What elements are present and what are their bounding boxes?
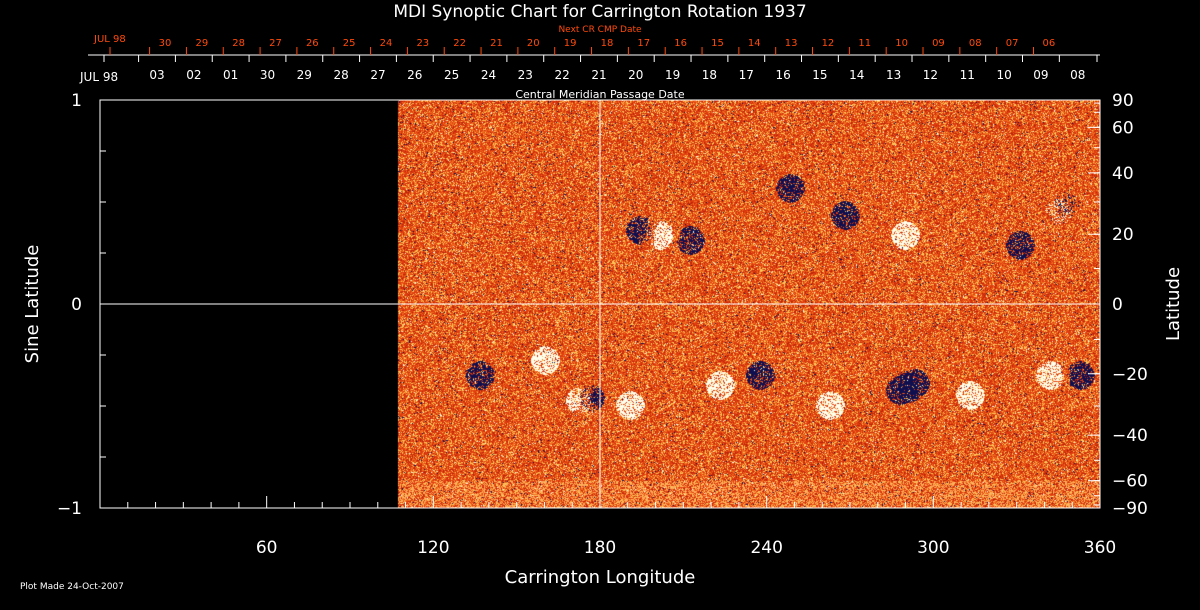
next-cr-date-label: 29 xyxy=(195,38,208,49)
cmp-date-label: 01 xyxy=(223,68,238,82)
next-cr-axis-label: Next CR CMP Date xyxy=(558,25,642,35)
y2-axis-label: Latitude xyxy=(1163,267,1184,341)
y2-tick-label: −90 xyxy=(1112,499,1148,519)
next-cr-date-label: 09 xyxy=(932,38,945,49)
cmp-date-label: 12 xyxy=(923,68,938,82)
next-cr-date-label: 21 xyxy=(490,38,503,49)
y-tick-label: 0 xyxy=(71,295,82,315)
next-cr-date-label: 27 xyxy=(269,38,282,49)
cmp-date-label: 15 xyxy=(812,68,827,82)
next-cr-date-label: 10 xyxy=(895,38,908,49)
y-tick-label: 1 xyxy=(71,91,82,111)
y2-tick-label: −60 xyxy=(1112,472,1148,492)
next-cr-date-label: 19 xyxy=(564,38,577,49)
cmp-date-label: 17 xyxy=(739,68,754,82)
x-tick-label: 240 xyxy=(750,538,782,558)
next-cr-date-label: 12 xyxy=(822,38,835,49)
cmp-date-label: 27 xyxy=(370,68,385,82)
cmp-date-label: 02 xyxy=(186,68,201,82)
x-tick-label: 360 xyxy=(1084,538,1116,558)
cmp-date-label: 29 xyxy=(297,68,312,82)
next-cr-date-label: 28 xyxy=(232,38,245,49)
y2-tick-label: −20 xyxy=(1112,365,1148,385)
cmp-date-label: 09 xyxy=(1033,68,1048,82)
cmp-date-label: 13 xyxy=(886,68,901,82)
next-cr-date-label: 30 xyxy=(159,38,172,49)
y2-tick-label: 60 xyxy=(1112,118,1134,138)
cmp-date-label: 22 xyxy=(554,68,569,82)
cmp-date-label: 23 xyxy=(518,68,533,82)
next-cr-date-label: 17 xyxy=(637,38,650,49)
next-cr-date-label: 11 xyxy=(858,38,871,49)
next-cr-date-label: 06 xyxy=(1043,38,1056,49)
cmp-axis-label: Central Meridian Passage Date xyxy=(515,88,684,101)
x-tick-label: 300 xyxy=(917,538,949,558)
chart-title: MDI Synoptic Chart for Carrington Rotati… xyxy=(393,2,806,22)
cmp-date-label: 26 xyxy=(407,68,422,82)
x-tick-label: 60 xyxy=(256,538,278,558)
x-axis-label: Carrington Longitude xyxy=(505,567,696,588)
next-cr-date-label: 24 xyxy=(380,38,393,49)
cmp-date-label: 28 xyxy=(334,68,349,82)
cmp-date-label: 16 xyxy=(775,68,790,82)
cmp-date-label: 11 xyxy=(960,68,975,82)
next-cr-date-label: 20 xyxy=(527,38,540,49)
cmp-date-label: 30 xyxy=(260,68,275,82)
plot-made-footer: Plot Made 24-Oct-2007 xyxy=(20,582,124,592)
next-cr-date-label: 22 xyxy=(453,38,466,49)
next-cr-date-label: 16 xyxy=(674,38,687,49)
cmp-date-label: 25 xyxy=(444,68,459,82)
cmp-date-label: 21 xyxy=(591,68,606,82)
cmp-date-label: 03 xyxy=(149,68,164,82)
cmp-date-label: 19 xyxy=(665,68,680,82)
cmp-date-label: 14 xyxy=(849,68,864,82)
y2-tick-label: 0 xyxy=(1112,295,1123,315)
next-cr-date-label: 13 xyxy=(785,38,798,49)
y2-tick-label: 40 xyxy=(1112,164,1134,184)
next-cr-date-label: 08 xyxy=(969,38,982,49)
next-cr-date-label: 18 xyxy=(601,38,614,49)
next-cr-date-label: 14 xyxy=(748,38,761,49)
y2-tick-label: −40 xyxy=(1112,426,1148,446)
y2-tick-label: 90 xyxy=(1112,91,1134,111)
cmp-date-label: 08 xyxy=(1070,68,1085,82)
next-cr-date-label: 25 xyxy=(343,38,356,49)
cmp-date-label: 18 xyxy=(702,68,717,82)
next-cr-date-label: 15 xyxy=(711,38,724,49)
x-tick-label: 120 xyxy=(417,538,449,558)
y-axis-label: Sine Latitude xyxy=(22,245,43,364)
next-cr-date-label: 23 xyxy=(416,38,429,49)
cmp-month-label: JUL 98 xyxy=(79,70,118,84)
x-tick-label: 180 xyxy=(584,538,616,558)
cmp-date-label: 20 xyxy=(628,68,643,82)
next-cr-date-label: 26 xyxy=(306,38,319,49)
next-cr-date-label: 07 xyxy=(1006,38,1019,49)
cmp-date-label: 10 xyxy=(996,68,1011,82)
y-tick-label: −1 xyxy=(57,499,82,519)
y2-tick-label: 20 xyxy=(1112,225,1134,245)
next-cr-month-label: JUL 98 xyxy=(93,34,126,45)
cmp-date-label: 24 xyxy=(481,68,496,82)
